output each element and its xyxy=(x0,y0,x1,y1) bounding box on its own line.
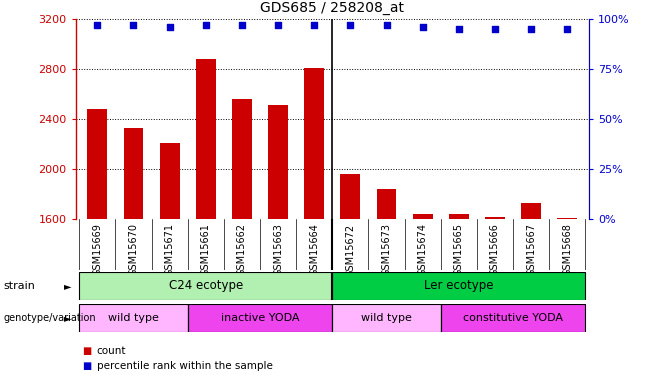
Point xyxy=(526,26,536,32)
Point xyxy=(92,22,103,28)
Bar xyxy=(304,68,324,219)
Text: ■: ■ xyxy=(82,361,91,370)
Bar xyxy=(449,214,468,219)
Text: genotype/variation: genotype/variation xyxy=(3,313,96,323)
Bar xyxy=(88,109,107,219)
Bar xyxy=(557,218,577,219)
Text: GSM15668: GSM15668 xyxy=(562,224,572,276)
Point xyxy=(201,22,211,28)
Point xyxy=(309,22,320,28)
Text: GSM15669: GSM15669 xyxy=(92,224,103,276)
Text: wild type: wild type xyxy=(361,313,412,323)
Text: ►: ► xyxy=(64,313,71,323)
Point xyxy=(128,22,139,28)
Text: GSM15674: GSM15674 xyxy=(418,224,428,276)
Text: Ler ecotype: Ler ecotype xyxy=(424,279,494,292)
Bar xyxy=(232,99,252,219)
Bar xyxy=(79,304,188,332)
Bar xyxy=(160,143,180,219)
Text: count: count xyxy=(97,346,126,355)
Bar xyxy=(332,272,586,300)
Bar xyxy=(413,214,432,219)
Point xyxy=(562,26,572,32)
Text: GSM15662: GSM15662 xyxy=(237,224,247,276)
Point xyxy=(453,26,464,32)
Text: ■: ■ xyxy=(82,346,91,355)
Bar xyxy=(196,59,216,219)
Bar xyxy=(521,203,541,219)
Text: ►: ► xyxy=(64,281,71,291)
Point xyxy=(273,22,284,28)
Point xyxy=(490,26,500,32)
Text: strain: strain xyxy=(3,281,35,291)
Text: GSM15672: GSM15672 xyxy=(345,224,355,276)
Text: GSM15661: GSM15661 xyxy=(201,224,211,276)
Text: inactive YODA: inactive YODA xyxy=(220,313,299,323)
Bar xyxy=(188,304,332,332)
Text: GSM15671: GSM15671 xyxy=(164,224,174,276)
Point xyxy=(345,22,355,28)
Bar xyxy=(376,189,396,219)
Text: C24 ecotype: C24 ecotype xyxy=(168,279,243,292)
Text: GSM15670: GSM15670 xyxy=(128,224,138,276)
Text: wild type: wild type xyxy=(108,313,159,323)
Text: percentile rank within the sample: percentile rank within the sample xyxy=(97,361,272,370)
Text: GSM15663: GSM15663 xyxy=(273,224,283,276)
Point xyxy=(237,22,247,28)
Bar xyxy=(79,272,332,300)
Point xyxy=(164,24,175,30)
Bar xyxy=(340,174,361,219)
Bar xyxy=(268,105,288,219)
Text: GSM15664: GSM15664 xyxy=(309,224,319,276)
Text: GSM15665: GSM15665 xyxy=(454,224,464,276)
Title: GDS685 / 258208_at: GDS685 / 258208_at xyxy=(261,1,404,15)
Bar xyxy=(124,128,143,219)
Text: GSM15673: GSM15673 xyxy=(382,224,392,276)
Bar xyxy=(485,217,505,219)
Bar xyxy=(332,304,441,332)
Text: constitutive YODA: constitutive YODA xyxy=(463,313,563,323)
Text: GSM15667: GSM15667 xyxy=(526,224,536,276)
Point xyxy=(381,22,392,28)
Point xyxy=(417,24,428,30)
Text: GSM15666: GSM15666 xyxy=(490,224,500,276)
Bar xyxy=(441,304,586,332)
